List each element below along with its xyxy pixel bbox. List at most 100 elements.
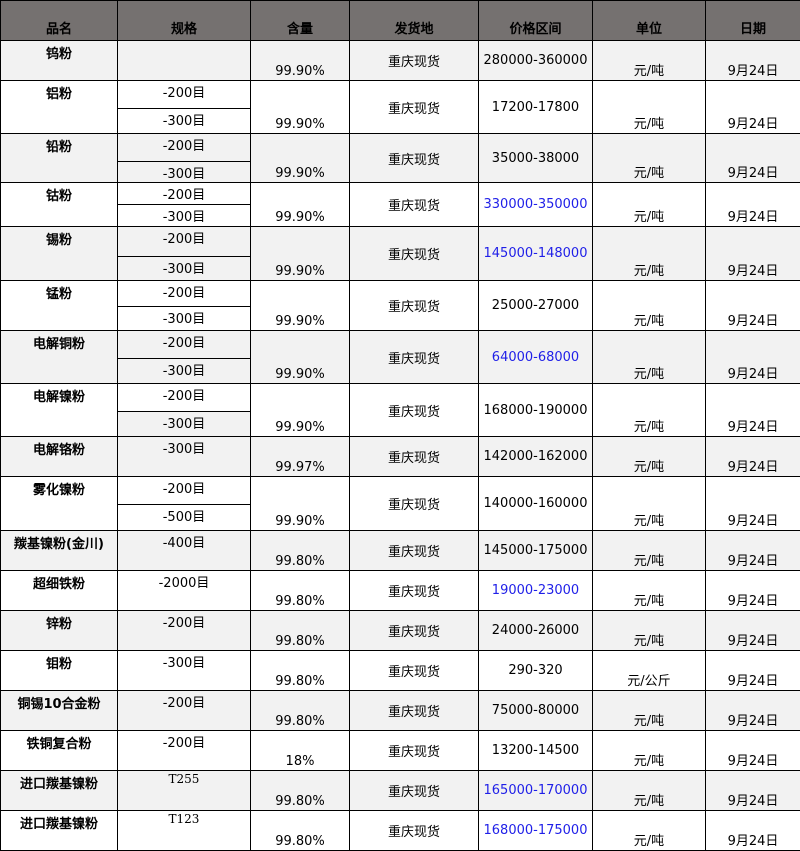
product-name: 锡粉 xyxy=(1,227,118,281)
spec-cell: -300目 xyxy=(118,412,251,437)
date-cell: 9月24日 xyxy=(706,611,800,651)
price-cell: 13200-14500 xyxy=(479,731,593,771)
product-name: 进口羰基镍粉 xyxy=(1,811,118,851)
content-cell: 99.90% xyxy=(251,227,350,281)
product-name: 铅粉 xyxy=(1,134,118,183)
product-name: 钼粉 xyxy=(1,651,118,691)
price-cell: 75000-80000 xyxy=(479,691,593,731)
price-cell: 168000-190000 xyxy=(479,384,593,437)
content-cell: 18% xyxy=(251,731,350,771)
price-cell: 165000-170000 xyxy=(479,771,593,811)
spec-cell: -200目 xyxy=(118,731,251,771)
spec-cell: -300目 xyxy=(118,437,251,477)
product-name: 雾化镍粉 xyxy=(1,477,118,531)
date-cell: 9月24日 xyxy=(706,134,800,183)
date-cell: 9月24日 xyxy=(706,731,800,771)
spec-cell: -300目 xyxy=(118,162,251,183)
date-cell: 9月24日 xyxy=(706,571,800,611)
origin-cell: 重庆现货 xyxy=(350,571,479,611)
price-cell: 17200-17800 xyxy=(479,81,593,134)
content-cell: 99.90% xyxy=(251,81,350,134)
content-cell: 99.90% xyxy=(251,183,350,227)
origin-cell: 重庆现货 xyxy=(350,81,479,134)
content-cell: 99.80% xyxy=(251,691,350,731)
unit-cell: 元/吨 xyxy=(593,183,706,227)
price-cell: 25000-27000 xyxy=(479,281,593,331)
product-name: 羰基镍粉(金川) xyxy=(1,531,118,571)
unit-cell: 元/吨 xyxy=(593,771,706,811)
date-cell: 9月24日 xyxy=(706,183,800,227)
spec-cell: -200目 xyxy=(118,281,251,307)
spec-cell: T255 xyxy=(118,771,251,811)
origin-cell: 重庆现货 xyxy=(350,183,479,227)
origin-cell: 重庆现货 xyxy=(350,531,479,571)
product-name: 锌粉 xyxy=(1,611,118,651)
spec-cell: -200目 xyxy=(118,477,251,505)
origin-cell: 重庆现货 xyxy=(350,41,479,81)
product-name: 钴粉 xyxy=(1,183,118,227)
header-unit: 单位 xyxy=(593,1,706,41)
unit-cell: 元/吨 xyxy=(593,227,706,281)
header-name: 品名 xyxy=(1,1,118,41)
origin-cell: 重庆现货 xyxy=(350,811,479,851)
origin-cell: 重庆现货 xyxy=(350,281,479,331)
date-cell: 9月24日 xyxy=(706,811,800,851)
content-cell: 99.90% xyxy=(251,134,350,183)
unit-cell: 元/吨 xyxy=(593,611,706,651)
price-cell: 140000-160000 xyxy=(479,477,593,531)
spec-cell: -300目 xyxy=(118,651,251,691)
header-content: 含量 xyxy=(251,1,350,41)
content-cell: 99.90% xyxy=(251,477,350,531)
product-name: 进口羰基镍粉 xyxy=(1,771,118,811)
price-cell: 168000-175000 xyxy=(479,811,593,851)
content-cell: 99.90% xyxy=(251,281,350,331)
price-cell: 24000-26000 xyxy=(479,611,593,651)
content-cell: 99.80% xyxy=(251,651,350,691)
unit-cell: 元/吨 xyxy=(593,384,706,437)
price-cell: 330000-350000 xyxy=(479,183,593,227)
content-cell: 99.90% xyxy=(251,384,350,437)
spec-cell: -300目 xyxy=(118,205,251,227)
price-cell: 19000-23000 xyxy=(479,571,593,611)
content-cell: 99.80% xyxy=(251,571,350,611)
unit-cell: 元/吨 xyxy=(593,134,706,183)
unit-cell: 元/吨 xyxy=(593,331,706,384)
product-name: 锰粉 xyxy=(1,281,118,331)
date-cell: 9月24日 xyxy=(706,384,800,437)
spec-cell: -200目 xyxy=(118,691,251,731)
origin-cell: 重庆现货 xyxy=(350,437,479,477)
origin-cell: 重庆现货 xyxy=(350,771,479,811)
content-cell: 99.90% xyxy=(251,331,350,384)
price-cell: 64000-68000 xyxy=(479,331,593,384)
spec-cell: -500目 xyxy=(118,505,251,531)
price-cell: 145000-175000 xyxy=(479,531,593,571)
header-row: 品名 规格 含量 发货地 价格区间 单位 日期 xyxy=(1,1,800,41)
product-name: 电解镍粉 xyxy=(1,384,118,437)
spec-cell: -200目 xyxy=(118,611,251,651)
spec-cell: -300目 xyxy=(118,307,251,331)
unit-cell: 元/吨 xyxy=(593,81,706,134)
product-name: 铝粉 xyxy=(1,81,118,134)
content-cell: 99.80% xyxy=(251,811,350,851)
origin-cell: 重庆现货 xyxy=(350,331,479,384)
spec-cell: T123 xyxy=(118,811,251,851)
spec-cell: -2000目 xyxy=(118,571,251,611)
origin-cell: 重庆现货 xyxy=(350,651,479,691)
origin-cell: 重庆现货 xyxy=(350,611,479,651)
product-name: 超细铁粉 xyxy=(1,571,118,611)
date-cell: 9月24日 xyxy=(706,437,800,477)
header-origin: 发货地 xyxy=(350,1,479,41)
spec-cell: -200目 xyxy=(118,134,251,162)
spec-cell: -300目 xyxy=(118,359,251,384)
origin-cell: 重庆现货 xyxy=(350,384,479,437)
product-name: 铁铜复合粉 xyxy=(1,731,118,771)
